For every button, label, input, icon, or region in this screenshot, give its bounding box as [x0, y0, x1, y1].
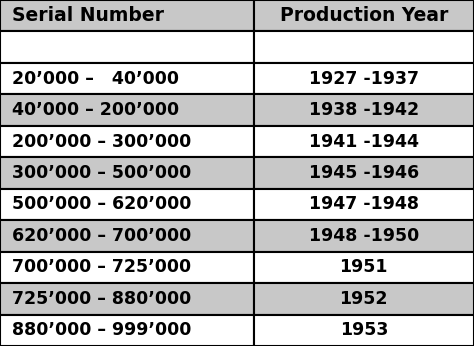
Text: 1947 -1948: 1947 -1948 [309, 195, 419, 213]
Bar [0, 315, 254, 346]
Bar [0, 0, 254, 31]
Bar [254, 31, 474, 63]
Text: 1951: 1951 [339, 258, 388, 276]
Bar [0, 220, 254, 252]
Text: 300’000 – 500’000: 300’000 – 500’000 [12, 164, 191, 182]
Bar [254, 283, 474, 315]
Bar [254, 94, 474, 126]
Bar [0, 31, 254, 63]
Bar [254, 220, 474, 252]
Bar [254, 0, 474, 31]
Bar [0, 283, 254, 315]
Text: 20’000 –   40’000: 20’000 – 40’000 [12, 70, 179, 88]
Text: 1948 -1950: 1948 -1950 [309, 227, 419, 245]
Text: 725’000 – 880’000: 725’000 – 880’000 [12, 290, 191, 308]
Text: Serial Number: Serial Number [12, 6, 164, 25]
Text: 40’000 – 200’000: 40’000 – 200’000 [12, 101, 179, 119]
Text: 1945 -1946: 1945 -1946 [309, 164, 419, 182]
Text: 1952: 1952 [339, 290, 388, 308]
Bar [0, 189, 254, 220]
Text: 1927 -1937: 1927 -1937 [309, 70, 419, 88]
Bar [0, 252, 254, 283]
Bar [254, 252, 474, 283]
Bar [0, 63, 254, 94]
Bar [254, 189, 474, 220]
Text: 500’000 – 620’000: 500’000 – 620’000 [12, 195, 191, 213]
Text: 1941 -1944: 1941 -1944 [309, 133, 419, 151]
Text: 620’000 – 700’000: 620’000 – 700’000 [12, 227, 191, 245]
Text: 1953: 1953 [339, 321, 388, 339]
Bar [254, 157, 474, 189]
Bar [254, 63, 474, 94]
Text: 200’000 – 300’000: 200’000 – 300’000 [12, 133, 191, 151]
Bar [254, 315, 474, 346]
Text: 1938 -1942: 1938 -1942 [309, 101, 419, 119]
Bar [254, 126, 474, 157]
Bar [0, 94, 254, 126]
Text: 700’000 – 725’000: 700’000 – 725’000 [12, 258, 191, 276]
Bar [0, 126, 254, 157]
Text: 880’000 – 999’000: 880’000 – 999’000 [12, 321, 191, 339]
Text: Production Year: Production Year [280, 6, 448, 25]
Bar [0, 157, 254, 189]
